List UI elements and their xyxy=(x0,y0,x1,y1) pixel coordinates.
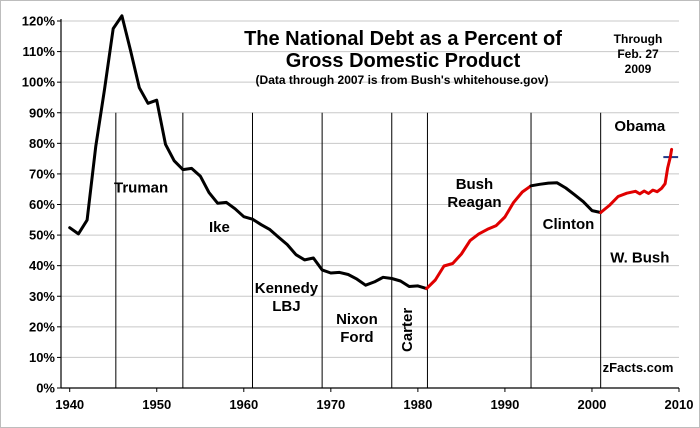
debt-series-line xyxy=(529,181,603,214)
president-label: LBJ xyxy=(272,298,300,315)
chart-subtitle: (Data through 2007 is from Bush's whiteh… xyxy=(256,73,549,87)
debt-series-line xyxy=(425,184,533,291)
president-label: Ford xyxy=(340,329,373,346)
y-tick-label: 120% xyxy=(22,14,56,29)
date-note-line3: 2009 xyxy=(625,62,652,76)
term-boundaries xyxy=(115,112,602,388)
president-label: Clinton xyxy=(543,216,595,233)
tick-labels: 0% 10% 20% 30% 40% 50% 60% 70% 80% 90% 100% 110% 120… xyxy=(22,14,694,413)
y-tick-label: 0% xyxy=(36,381,55,396)
president-label: Nixon xyxy=(336,311,378,328)
president-label: Ike xyxy=(209,219,230,236)
president-label: W. Bush xyxy=(610,250,669,267)
y-tick-label: 60% xyxy=(29,197,55,212)
x-tick-label: 1960 xyxy=(229,397,258,412)
y-tick-label: 70% xyxy=(29,166,55,181)
y-tick-label: 110% xyxy=(22,44,55,59)
x-tick-label: 2010 xyxy=(665,397,694,412)
y-tick-label: 90% xyxy=(29,105,55,120)
y-tick-label: 100% xyxy=(22,75,56,90)
grid xyxy=(61,20,679,358)
y-tick-label: 80% xyxy=(29,136,55,151)
debt-series-line xyxy=(599,147,674,214)
x-tick-label: 1950 xyxy=(142,397,171,412)
president-label: Obama xyxy=(614,118,666,135)
president-label-carter: Carter xyxy=(399,308,416,352)
date-note-line1: Through xyxy=(614,32,663,46)
president-label: Reagan xyxy=(447,194,501,211)
president-label: Kennedy xyxy=(255,280,319,297)
president-label: Bush xyxy=(456,176,494,193)
y-tick-label: 10% xyxy=(29,350,55,365)
series-group xyxy=(68,14,674,291)
axes xyxy=(57,19,680,392)
date-note-line2: Feb. 27 xyxy=(617,47,659,61)
debt-series-line xyxy=(68,14,429,291)
source-label: zFacts.com xyxy=(603,360,674,375)
y-tick-label: 30% xyxy=(29,289,55,304)
x-tick-label: 1980 xyxy=(403,397,432,412)
chart-title-line1: The National Debt as a Percent of xyxy=(244,28,562,50)
x-tick-label: 1970 xyxy=(316,397,345,412)
y-tick-label: 40% xyxy=(29,258,55,273)
x-tick-label: 1990 xyxy=(490,397,519,412)
x-tick-label: 1940 xyxy=(55,397,84,412)
y-tick-label: 50% xyxy=(29,228,55,243)
chart-title-line2: Gross Domestic Product xyxy=(286,50,521,72)
x-tick-label: 2000 xyxy=(577,397,606,412)
y-tick-label: 20% xyxy=(29,319,55,334)
president-label: Truman xyxy=(114,179,168,196)
